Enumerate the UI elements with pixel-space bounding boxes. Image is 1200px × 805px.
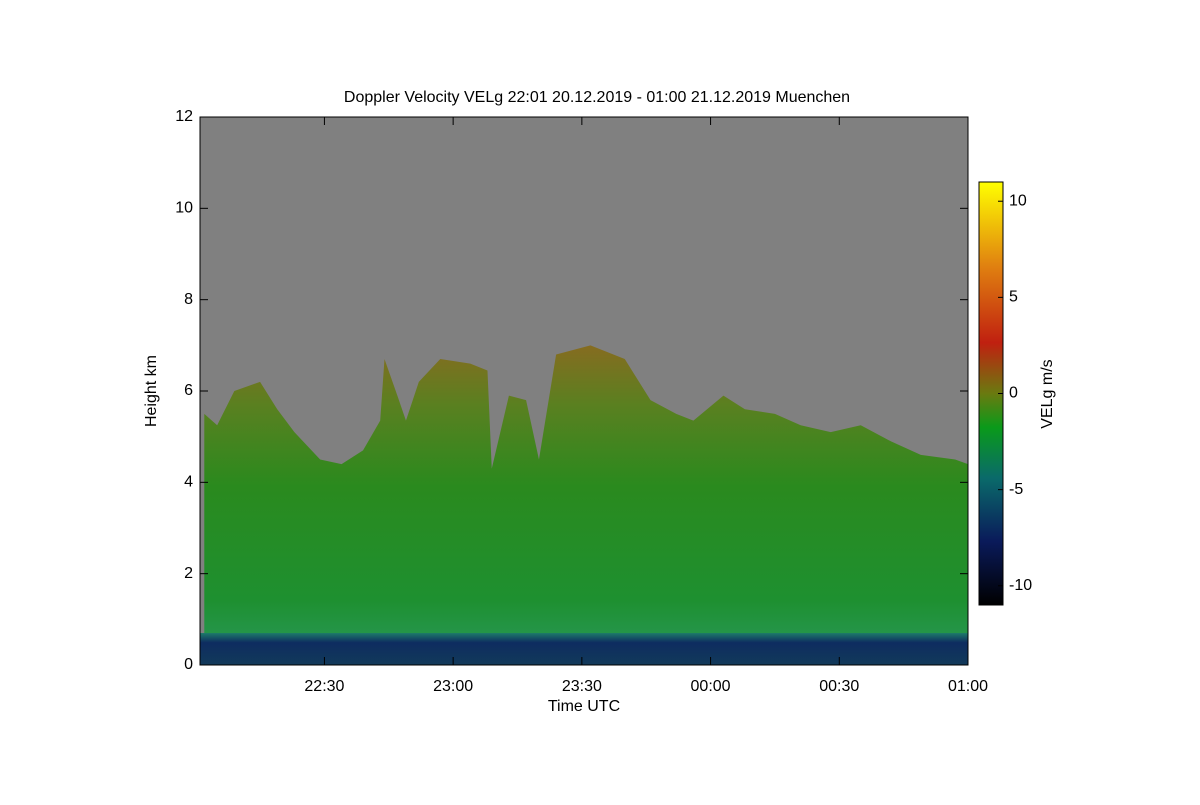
y-tick-label: 6 [184, 382, 193, 399]
x-tick-label: 23:00 [433, 678, 473, 695]
chart-title: Doppler Velocity VELg 22:01 20.12.2019 -… [344, 89, 850, 106]
y-tick-label: 0 [184, 656, 193, 673]
y-tick-label: 8 [184, 291, 193, 308]
echo-area [204, 345, 968, 665]
y-tick-label: 4 [184, 474, 193, 491]
x-tick-label: 01:00 [948, 678, 988, 695]
colorbar-label: VELg m/s [1039, 359, 1056, 428]
y-tick-label: 12 [175, 108, 193, 125]
colorbar-tick-label: 5 [1009, 289, 1018, 306]
colorbar-tick-label: -5 [1009, 481, 1023, 498]
y-axis-label: Height km [143, 355, 160, 427]
x-tick-label: 00:30 [819, 678, 859, 695]
x-axis-label: Time UTC [548, 698, 620, 715]
x-tick-label: 22:30 [304, 678, 344, 695]
x-tick-label: 00:00 [691, 678, 731, 695]
y-tick-label: 10 [175, 200, 193, 217]
x-tick-label: 23:30 [562, 678, 602, 695]
colorbar-tick-label: 10 [1009, 192, 1027, 209]
colorbar-tick-label: 0 [1009, 385, 1018, 402]
boundary-layer [200, 633, 968, 665]
y-tick-label: 2 [184, 565, 193, 582]
colorbar-tick-label: -10 [1009, 577, 1032, 594]
